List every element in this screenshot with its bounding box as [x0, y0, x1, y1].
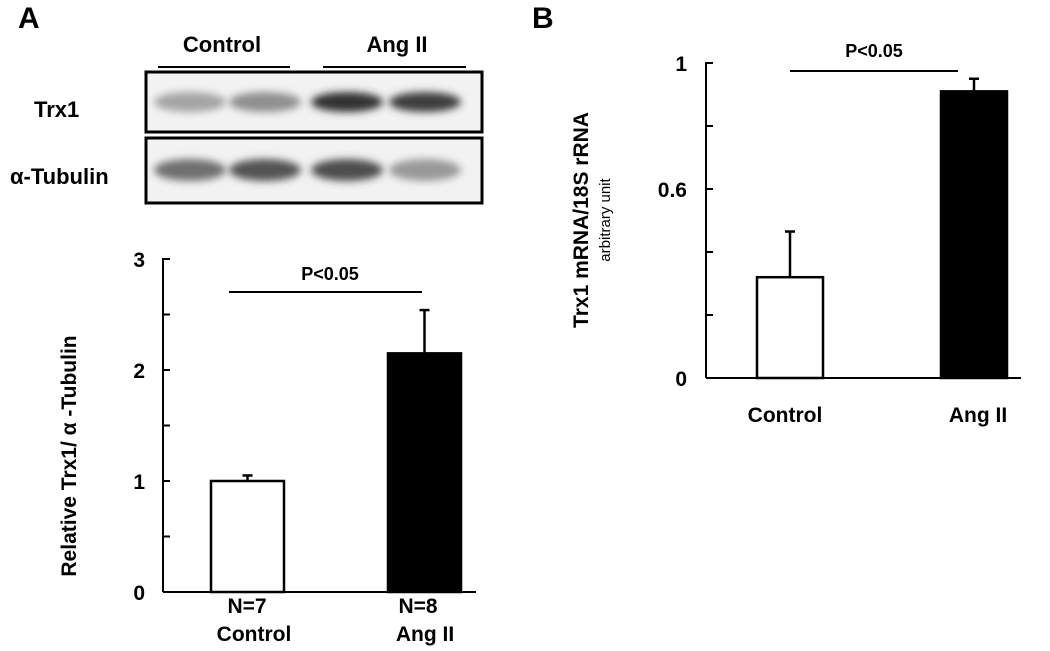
panel-a-letter: A	[18, 2, 40, 35]
chart-b-ylabel: Trx1 mRNA/18S rRNA	[570, 112, 593, 328]
y-tick-label: 0	[675, 368, 687, 391]
chart-a: 0 1 2 3 Relative Trx1/ α -Tubulin P<0.05 N=…	[58, 249, 476, 646]
chart-b-ylabel-sub: arbitrary unit	[597, 177, 614, 261]
blot-band	[389, 92, 461, 112]
blot-band	[229, 159, 301, 181]
blot-row-label-tubulin: α-Tubulin	[10, 164, 109, 189]
chart-a-ticks: 0 1 2 3	[133, 249, 170, 605]
y-tick-label: 2	[133, 360, 145, 383]
chart-b-bars	[755, 77, 1009, 380]
chart-b-x-label-angii: Ang II	[949, 404, 1007, 427]
blot-group-control: Control	[183, 32, 261, 57]
y-tick-label: 3	[133, 249, 145, 272]
chart-a-sig-label: P<0.05	[301, 264, 359, 284]
blot-row-trx1-bands	[154, 92, 461, 112]
blot-band	[229, 92, 301, 112]
blot-band	[154, 92, 226, 112]
chart-a-x-label-angii: Ang II	[396, 623, 454, 646]
blot-row-tubulin-bands	[154, 159, 461, 181]
blot-group-angii: Ang II	[366, 32, 427, 57]
chart-b: 00.61 Trx1 mRNA/18S rRNA arbitrary unit …	[570, 41, 1021, 427]
blot-band	[389, 159, 461, 181]
y-tick-label: 1	[133, 471, 145, 494]
chart-a-ylabel: Relative Trx1/ α -Tubulin	[58, 335, 81, 576]
bar-control	[755, 275, 825, 380]
blot-band	[311, 92, 383, 112]
y-tick-label: 0	[133, 582, 145, 605]
bar-ang-ii	[386, 352, 463, 594]
chart-a-x-label-control: Control	[217, 623, 292, 646]
chart-a-n-label-control: N=7	[227, 595, 266, 618]
blot-band	[154, 159, 226, 181]
y-tick-label: 1	[675, 53, 687, 76]
panel-b-letter: B	[532, 2, 554, 35]
bar-control	[209, 479, 286, 594]
y-tick-label: 0.6	[658, 179, 687, 202]
chart-b-x-label-control: Control	[748, 404, 823, 427]
blot-row-label-trx1: Trx1	[34, 97, 79, 122]
chart-b-sig-label: P<0.05	[845, 41, 903, 61]
bar-ang-ii	[939, 90, 1009, 380]
chart-a-n-label-angii: N=8	[398, 595, 437, 618]
chart-b-ticks: 00.61	[658, 53, 713, 391]
chart-a-bars	[209, 308, 463, 594]
blot-band	[311, 159, 383, 181]
